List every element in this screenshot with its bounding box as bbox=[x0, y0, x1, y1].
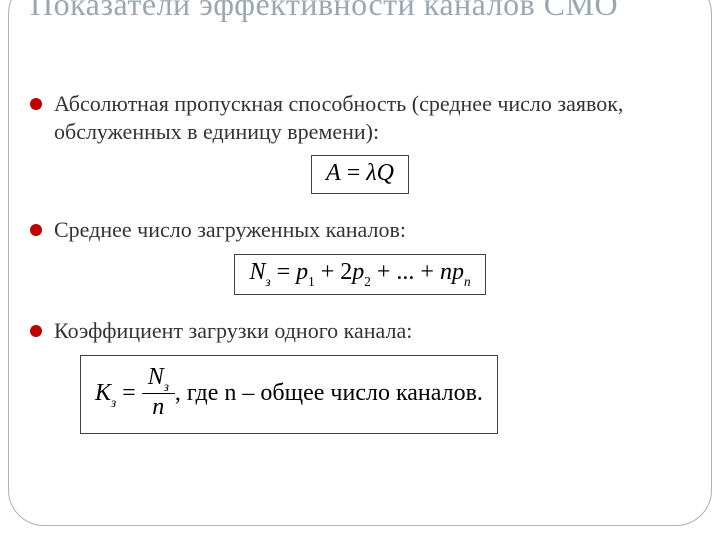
f2-Nsub: з bbox=[265, 274, 270, 289]
f3-tail: , где n – общее число каналов. bbox=[175, 380, 483, 406]
f2-p1: p bbox=[296, 259, 308, 285]
f2-N: N bbox=[249, 259, 265, 285]
f3-eq: = bbox=[116, 380, 142, 406]
bullet-text: Среднее число загруженных каналов: bbox=[54, 216, 406, 244]
f2-p1sub: 1 bbox=[308, 274, 315, 289]
bullet-icon bbox=[30, 325, 42, 337]
f3-num-sub: з bbox=[164, 379, 169, 394]
f3-num: Nз bbox=[142, 364, 175, 394]
f3-fraction: Nзn bbox=[142, 364, 175, 421]
f1-lhs: A bbox=[326, 160, 341, 186]
f2-plus1: + 2 bbox=[315, 259, 353, 285]
f3-den: n bbox=[142, 394, 175, 420]
slide-title: Показатели эффективности каналов СМО bbox=[30, 0, 690, 22]
formula-1: A = λQ bbox=[311, 155, 409, 194]
f2-n: n bbox=[440, 259, 452, 285]
f1-Q: Q bbox=[377, 160, 394, 186]
f2-p2sub: 2 bbox=[364, 274, 371, 289]
formula-2: Nз = p1 + 2p2 + ... + npn bbox=[234, 254, 485, 296]
formula-container: A = λQ bbox=[30, 155, 690, 194]
slide: Показатели эффективности каналов СМО Абс… bbox=[0, 0, 720, 540]
bullet-icon bbox=[30, 224, 42, 236]
f3-K: K bbox=[95, 380, 111, 406]
f3-num-sym: N bbox=[148, 364, 164, 390]
bullet-item: Среднее число загруженных каналов: bbox=[30, 216, 690, 244]
f2-dots: + ... + bbox=[371, 259, 440, 285]
bullet-item: Коэффициент загрузки одного канала: bbox=[30, 317, 690, 345]
f2-pnsub: n bbox=[464, 274, 471, 289]
bullet-icon bbox=[30, 98, 42, 110]
formula-container: Nз = p1 + 2p2 + ... + npn bbox=[30, 254, 690, 296]
f1-eq: = bbox=[341, 160, 367, 186]
bullet-text: Коэффициент загрузки одного канала: bbox=[54, 317, 412, 345]
f2-pn: p bbox=[452, 259, 464, 285]
formula-container: Kз = Nзn, где n – общее число каналов. bbox=[30, 355, 690, 434]
f3-Ksub: з bbox=[111, 395, 116, 410]
f2-p2: p bbox=[352, 259, 364, 285]
f1-lambda: λ bbox=[366, 160, 376, 186]
formula-3: Kз = Nзn, где n – общее число каналов. bbox=[80, 355, 498, 434]
f2-eq: = bbox=[271, 259, 297, 285]
bullet-item: Абсолютная пропускная способность (средн… bbox=[30, 90, 690, 145]
bullet-text: Абсолютная пропускная способность (средн… bbox=[54, 90, 690, 145]
slide-content: Абсолютная пропускная способность (средн… bbox=[30, 90, 690, 456]
